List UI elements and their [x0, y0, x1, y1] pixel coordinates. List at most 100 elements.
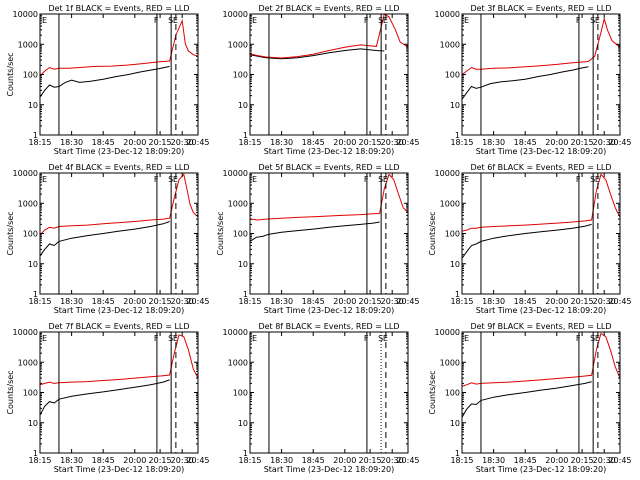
x-tick-label: 18:15 [28, 456, 51, 465]
panel-title: Det 3f BLACK = Events, RED = LLD [470, 4, 611, 13]
y-tick-label: 100 [233, 230, 248, 239]
x-axis-label: Start Time (23-Dec-12 18:09:20) [264, 147, 395, 156]
x-tick-label: 20:15 [359, 138, 382, 147]
panel-title: Det 8f BLACK = Events, RED = LLD [258, 322, 399, 331]
x-tick-label: 18:45 [514, 297, 537, 306]
y-tick-label: 100 [445, 71, 460, 80]
y-axis-label: Counts/sec [428, 370, 437, 414]
marker-label: E [252, 16, 257, 25]
x-tick-label: 18:15 [450, 138, 473, 147]
x-tick-label: 18:30 [482, 456, 505, 465]
y-tick-label: 10000 [435, 10, 460, 19]
x-tick-label: 20:00 [545, 456, 568, 465]
x-tick-label: 20:00 [123, 297, 146, 306]
x-tick-label: 20:30 [593, 456, 616, 465]
x-tick-label: 20:15 [571, 138, 594, 147]
series-events-line [462, 66, 589, 100]
x-tick-label: 18:30 [482, 297, 505, 306]
marker-label: E [252, 175, 257, 184]
x-axis-label: Start Time (23-Dec-12 18:09:20) [476, 465, 607, 474]
marker-label: E [252, 334, 257, 343]
y-tick-label: 1 [243, 131, 248, 140]
x-tick-label: 20:45 [608, 456, 631, 465]
x-tick-label: 20:15 [571, 456, 594, 465]
plot-frame [249, 331, 409, 454]
plot-frame [39, 172, 199, 295]
x-tick-label: 18:45 [92, 297, 115, 306]
panel-title: Det 9f BLACK = Events, RED = LLD [470, 322, 611, 331]
marker-label: S [168, 334, 173, 343]
y-tick-label: 10000 [13, 10, 38, 19]
panel-title: Det 1f BLACK = Events, RED = LLD [48, 4, 189, 13]
marker-label: E [595, 16, 600, 25]
marker-label: S [378, 16, 383, 25]
series-lld-line [462, 332, 620, 387]
marker-label: F [154, 334, 159, 343]
y-tick-label: 100 [233, 389, 248, 398]
marker-label: S [590, 16, 595, 25]
series-lld-line [40, 334, 198, 386]
marker-label: E [42, 175, 47, 184]
y-tick-label: 1 [33, 290, 38, 299]
x-tick-label: 20:30 [593, 297, 616, 306]
series-lld-line [40, 18, 198, 77]
x-axis-label: Start Time (23-Dec-12 18:09:20) [264, 306, 395, 315]
series-events-line [462, 381, 592, 418]
series-events-line [40, 65, 170, 98]
x-tick-label: 20:45 [608, 138, 631, 147]
x-axis-label: Start Time (23-Dec-12 18:09:20) [54, 465, 185, 474]
x-axis-label: Start Time (23-Dec-12 18:09:20) [54, 147, 185, 156]
x-tick-label: 20:00 [545, 297, 568, 306]
x-tick-label: 18:30 [60, 456, 83, 465]
x-axis-label: Start Time (23-Dec-12 18:09:20) [264, 465, 395, 474]
x-tick-label: 20:00 [333, 297, 356, 306]
marker-label: F [364, 16, 369, 25]
x-tick-label: 18:45 [514, 456, 537, 465]
marker-label: F [154, 16, 159, 25]
marker-label: E [173, 334, 178, 343]
x-tick-label: 20:15 [149, 456, 172, 465]
x-tick-label: 20:00 [333, 456, 356, 465]
y-tick-label: 100 [23, 71, 38, 80]
plot-frame [249, 13, 409, 136]
y-tick-label: 1000 [440, 358, 460, 367]
panel-title: Det 2f BLACK = Events, RED = LLD [258, 4, 399, 13]
x-tick-label: 18:15 [450, 297, 473, 306]
marker-label: E [173, 16, 178, 25]
x-tick-label: 18:15 [450, 456, 473, 465]
y-tick-label: 100 [23, 230, 38, 239]
marker-label: S [168, 175, 173, 184]
x-tick-label: 18:30 [270, 138, 293, 147]
y-axis-label: Counts/sec [6, 52, 15, 96]
x-tick-label: 18:15 [238, 456, 261, 465]
marker-label: S [378, 175, 383, 184]
series-lld-line [250, 173, 408, 221]
x-tick-label: 20:00 [333, 138, 356, 147]
x-tick-label: 20:45 [186, 456, 209, 465]
marker-label: F [364, 334, 369, 343]
y-tick-label: 10 [450, 419, 460, 428]
marker-label: F [154, 175, 159, 184]
y-tick-label: 1000 [228, 358, 248, 367]
marker-label: S [378, 334, 383, 343]
y-tick-label: 1000 [440, 199, 460, 208]
plot-frame [39, 331, 199, 454]
x-tick-label: 20:30 [381, 138, 404, 147]
x-tick-label: 20:30 [171, 456, 194, 465]
marker-label: F [364, 175, 369, 184]
y-tick-label: 10 [238, 260, 248, 269]
y-tick-label: 1000 [440, 40, 460, 49]
y-tick-label: 10 [450, 260, 460, 269]
y-tick-label: 10 [28, 101, 38, 110]
marker-label: E [42, 16, 47, 25]
x-tick-label: 20:45 [608, 297, 631, 306]
marker-label: S [168, 16, 173, 25]
marker-label: S [590, 175, 595, 184]
marker-label: E [383, 334, 388, 343]
y-tick-label: 1 [33, 449, 38, 458]
y-axis-label: Counts/sec [6, 370, 15, 414]
y-axis-label: Counts/sec [6, 211, 15, 255]
x-tick-label: 20:45 [186, 138, 209, 147]
x-tick-label: 20:30 [381, 456, 404, 465]
